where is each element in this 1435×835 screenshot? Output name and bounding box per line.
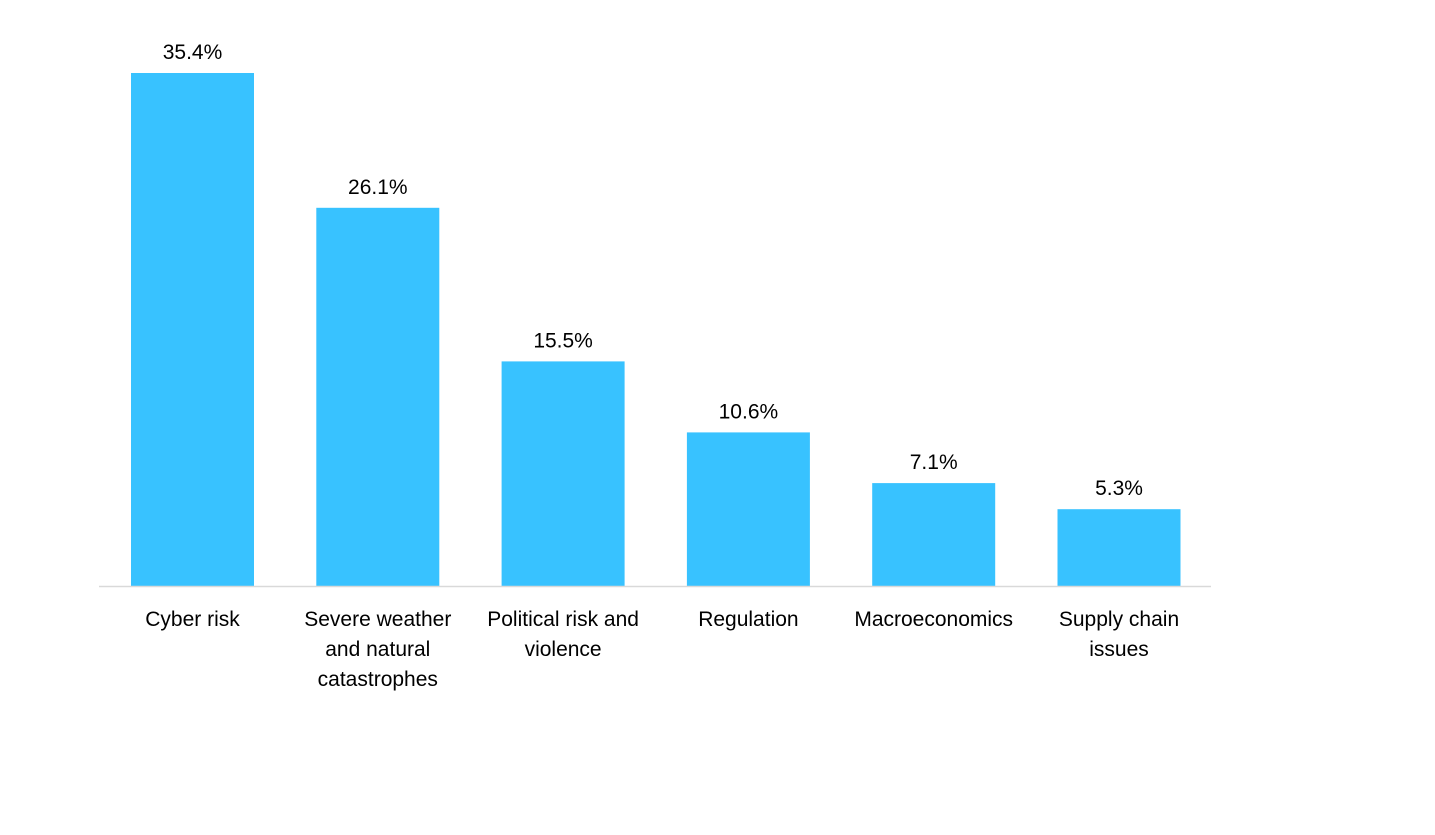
bar-2 [501, 361, 625, 586]
value-label-0: 35.4% [163, 41, 223, 64]
category-label-0-line-0: Cyber risk [145, 608, 240, 631]
value-label-4: 7.1% [910, 451, 958, 474]
category-label-3: Regulation [698, 608, 798, 631]
value-labels-group: 35.4% 26.1% 15.5% 10.6% 7.1% 5.3% [163, 41, 1143, 500]
category-label-5-line-1: issues [1089, 638, 1149, 661]
bar-3 [686, 432, 810, 586]
value-label-1: 26.1% [348, 176, 408, 199]
category-label-1-line-0: Severe weather [304, 608, 451, 631]
category-label-2: Political risk and violence [487, 608, 639, 661]
category-label-3-line-0: Regulation [698, 608, 798, 631]
category-labels-group: Cyber risk Severe weather and natural catas… [145, 608, 1179, 691]
category-label-1-line-1: and natural [325, 638, 430, 661]
bar-0 [131, 73, 254, 586]
category-label-1: Severe weather and natural catastrophes [304, 608, 451, 691]
category-label-4: Macroeconomics [854, 608, 1013, 631]
category-label-2-line-1: violence [525, 638, 602, 661]
category-label-1-line-2: catastrophes [318, 668, 438, 691]
value-label-2: 15.5% [533, 329, 593, 352]
category-label-2-line-0: Political risk and [487, 608, 639, 631]
category-label-4-line-0: Macroeconomics [854, 608, 1013, 631]
bar-4 [872, 483, 996, 586]
value-label-5: 5.3% [1095, 477, 1143, 500]
bars-group [131, 73, 1181, 587]
value-label-3: 10.6% [719, 400, 779, 423]
category-label-5: Supply chain issues [1059, 608, 1179, 661]
category-label-0: Cyber risk [145, 608, 240, 631]
bar-5 [1057, 509, 1181, 586]
bar-1 [316, 207, 440, 587]
category-label-5-line-0: Supply chain [1059, 608, 1179, 631]
